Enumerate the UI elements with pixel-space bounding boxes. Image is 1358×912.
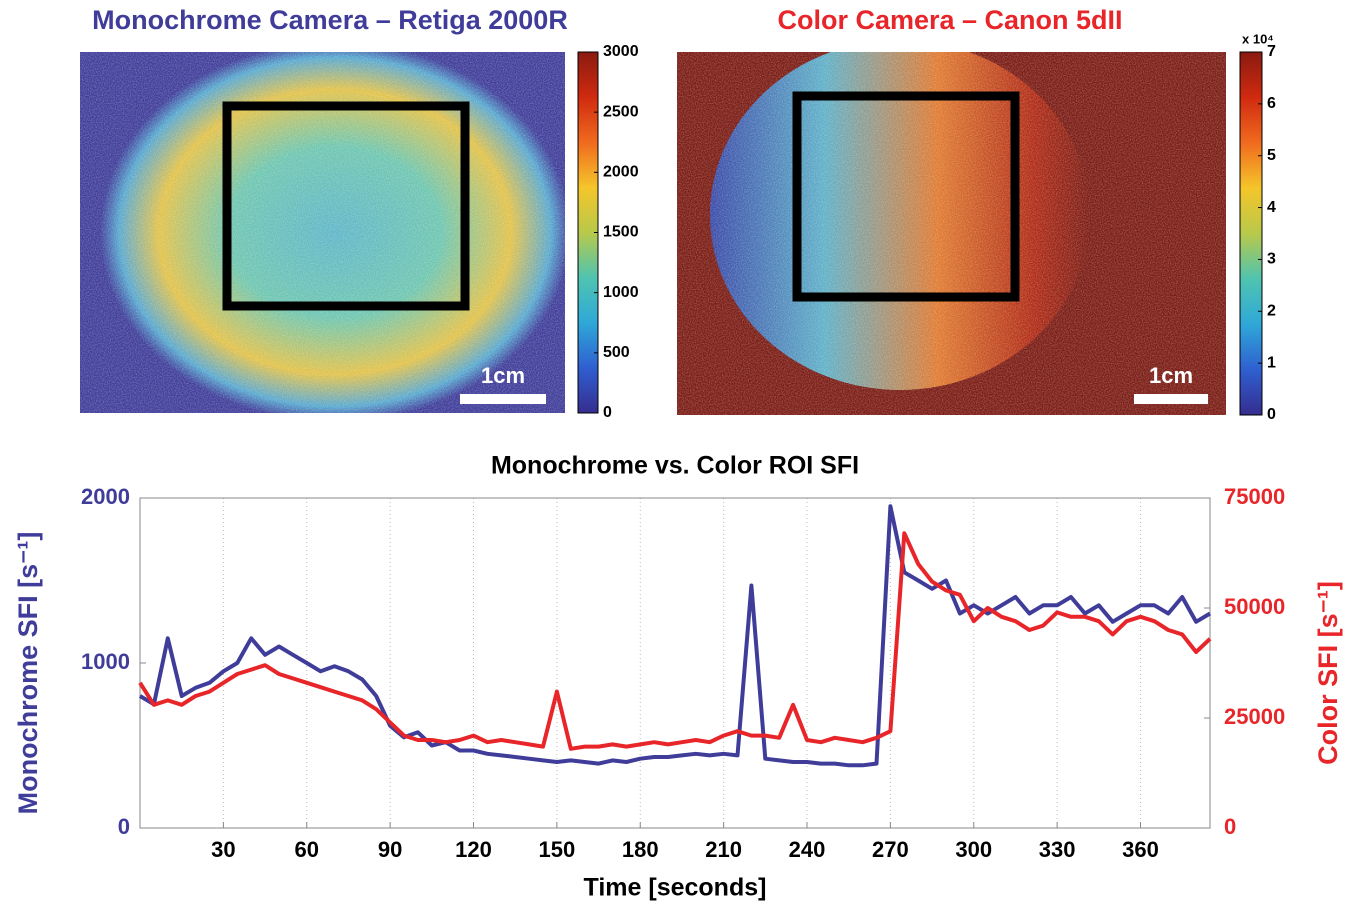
colorbar-tick-label: 3: [1267, 251, 1276, 268]
y2-tick-label: 0: [1224, 814, 1236, 839]
colorbar: [1239, 51, 1263, 416]
y-tick-label: 0: [118, 814, 130, 839]
colorbar-tick-label: 0: [1267, 406, 1276, 423]
colorbar-multiplier: x 10⁴: [1242, 31, 1274, 46]
x-tick-label: 150: [539, 837, 576, 862]
scale-bar-label: 1cm: [1149, 363, 1193, 388]
y-axis-label: Monochrome SFI [s⁻¹]: [13, 532, 43, 815]
colorbar-tick-label: 0: [603, 404, 612, 421]
plot-frame: [139, 497, 1211, 829]
chart-title: Monochrome vs. Color ROI SFI: [491, 452, 859, 480]
colorbar-tick-label: 1: [1267, 354, 1276, 371]
series-line: [138, 504, 1212, 768]
colorbar-tick-label: 1000: [603, 284, 639, 301]
y2-tick-label: 75000: [1224, 484, 1285, 509]
scale-bar-label: 1cm: [481, 363, 525, 388]
colorbar-tick-label: 3000: [603, 43, 639, 60]
x-tick-label: 300: [955, 837, 992, 862]
y2-axis-label: Color SFI [s⁻¹]: [1313, 581, 1343, 765]
colorbar-tick-label: 2: [1267, 303, 1276, 320]
y2-tick-label: 25000: [1224, 704, 1285, 729]
x-tick-label: 90: [378, 837, 402, 862]
colorbar-tick-label: 5: [1267, 147, 1276, 164]
colorbar-tick-label: 2500: [603, 103, 639, 120]
color-image: [677, 52, 1226, 415]
y-tick-label: 1000: [81, 649, 130, 674]
series-line: [138, 531, 1212, 751]
x-tick-label: 360: [1122, 837, 1159, 862]
y2-tick-label: 50000: [1224, 594, 1285, 619]
x-tick-label: 240: [789, 837, 826, 862]
panel-title: Monochrome Camera – Retiga 2000R: [92, 5, 568, 35]
x-tick-label: 60: [295, 837, 319, 862]
monochrome-image: [80, 52, 565, 413]
colorbar-tick-label: 4: [1267, 199, 1276, 216]
colorbar-tick-label: 500: [603, 344, 630, 361]
panel-title: Color Camera – Canon 5dII: [777, 5, 1122, 35]
x-tick-label: 120: [455, 837, 492, 862]
colorbar-tick-label: 2000: [603, 164, 639, 181]
y-tick-label: 2000: [81, 484, 130, 509]
x-axis-label: Time [seconds]: [584, 874, 767, 902]
x-tick-label: 180: [622, 837, 659, 862]
colorbar-tick-label: 1500: [603, 224, 639, 241]
colorbar-tick-label: 7: [1267, 43, 1276, 60]
x-tick-label: 330: [1039, 837, 1076, 862]
x-tick-label: 210: [705, 837, 742, 862]
colorbar-tick-label: 6: [1267, 95, 1276, 112]
x-tick-label: 270: [872, 837, 909, 862]
x-tick-label: 30: [211, 837, 235, 862]
